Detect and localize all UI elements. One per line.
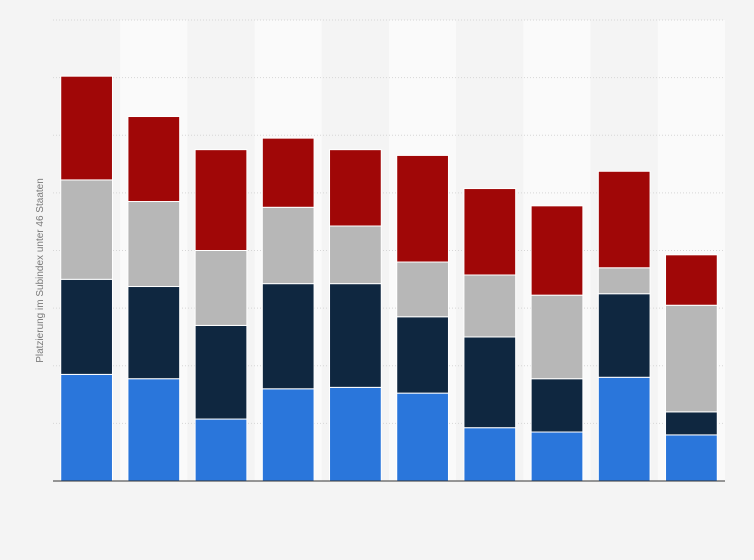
bar-segment-3[interactable] (194, 250, 248, 326)
bar-segment-3[interactable] (261, 206, 315, 285)
bar-segment-1[interactable] (60, 373, 113, 482)
bar-segment-2[interactable] (530, 378, 584, 433)
bar-segment-1[interactable] (329, 386, 382, 482)
bar-segment-1[interactable] (396, 392, 449, 482)
bars (60, 75, 718, 482)
bar-segment-2[interactable] (60, 278, 113, 375)
bar-segment-2[interactable] (194, 324, 248, 420)
bar-segment-2[interactable] (261, 283, 315, 390)
bar-segment-2[interactable] (329, 283, 382, 388)
bar-segment-2[interactable] (597, 293, 651, 378)
bar-segment-4[interactable] (194, 149, 248, 251)
bar-segment-1[interactable] (597, 376, 651, 482)
bar-segment-1[interactable] (261, 388, 315, 482)
bar-segment-3[interactable] (329, 225, 382, 285)
bar-segment-1[interactable] (463, 427, 517, 482)
bar-segment-1[interactable] (665, 434, 718, 482)
bar-segment-3[interactable] (60, 179, 113, 280)
bar-segment-3[interactable] (396, 261, 449, 318)
bar-segment-4[interactable] (60, 75, 113, 181)
bar-segment-3[interactable] (597, 267, 651, 295)
bar-segment-3[interactable] (665, 304, 718, 413)
bar-segment-2[interactable] (396, 316, 449, 394)
bar-segment-4[interactable] (329, 149, 382, 227)
bar-segment-1[interactable] (194, 418, 248, 482)
bar-segment-3[interactable] (530, 294, 584, 380)
bar-segment-3[interactable] (127, 201, 181, 288)
y-axis-label: Platzierung im Subindex unter 46 Staaten (35, 178, 46, 363)
bar-segment-2[interactable] (665, 411, 718, 436)
bar-segment-2[interactable] (127, 286, 181, 380)
bar-segment-4[interactable] (463, 188, 517, 276)
bar-segment-4[interactable] (127, 116, 181, 203)
bar-segment-3[interactable] (463, 274, 517, 338)
bar-segment-4[interactable] (396, 154, 449, 263)
bar-segment-4[interactable] (530, 205, 584, 296)
bar-segment-1[interactable] (127, 378, 181, 482)
bar-segment-4[interactable] (665, 254, 718, 306)
bar-segment-4[interactable] (597, 170, 651, 269)
bar-segment-4[interactable] (261, 137, 315, 208)
bar-segment-2[interactable] (463, 336, 517, 429)
bar-segment-1[interactable] (530, 431, 584, 482)
